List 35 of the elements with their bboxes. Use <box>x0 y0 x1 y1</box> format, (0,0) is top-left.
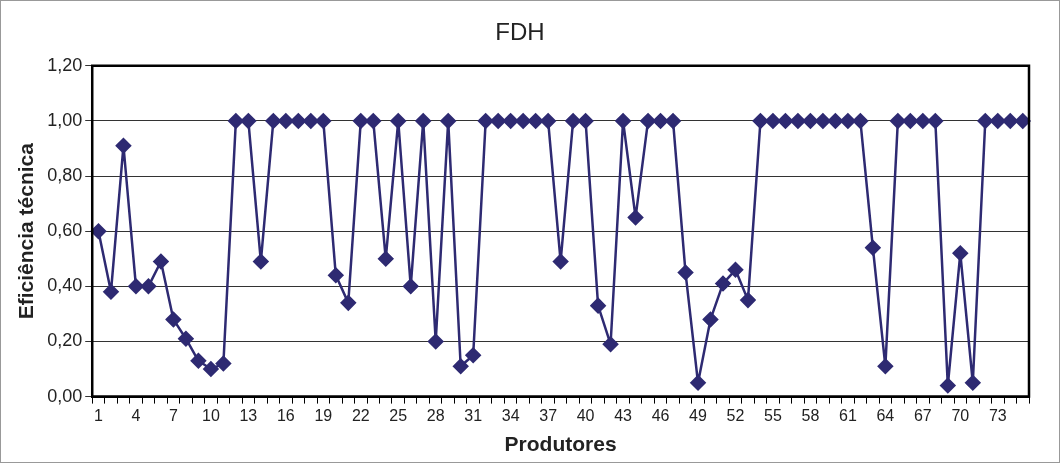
y-tick-label: 0,00 <box>47 385 83 406</box>
x-axis-title: Produtores <box>504 432 617 456</box>
x-tick-label: 25 <box>389 406 408 424</box>
x-tick-label: 13 <box>239 406 258 424</box>
chart-title: FDH <box>495 18 545 46</box>
x-tick-label: 10 <box>201 406 220 424</box>
x-tick-label: 70 <box>951 406 970 424</box>
x-tick-label: 58 <box>801 406 820 424</box>
x-tick-label: 7 <box>168 406 178 424</box>
x-tick-label: 49 <box>689 406 708 424</box>
y-tick-label: 0,20 <box>47 330 83 351</box>
x-tick-label: 73 <box>988 406 1007 424</box>
x-tick-label: 1 <box>94 406 104 424</box>
x-tick-label: 40 <box>576 406 595 424</box>
x-tick-label: 67 <box>913 406 932 424</box>
x-tick-label: 43 <box>614 406 633 424</box>
x-tick-label: 16 <box>276 406 295 424</box>
x-tick-label: 4 <box>131 406 141 424</box>
x-tick-label: 46 <box>651 406 670 424</box>
x-tick-label: 19 <box>314 406 333 424</box>
y-axis-title: Eficiência técnica <box>14 142 38 320</box>
y-tick-label: 1,00 <box>47 109 83 130</box>
y-tick-label: 0,80 <box>47 165 83 186</box>
y-tick-label: 1,20 <box>47 54 83 75</box>
x-tick-label: 37 <box>539 406 558 424</box>
x-tick-label: 55 <box>764 406 782 424</box>
x-tick-label: 28 <box>426 406 445 424</box>
x-tick-label: 64 <box>876 406 895 424</box>
x-tick-label: 52 <box>726 406 745 424</box>
x-tick-label: 31 <box>464 406 483 424</box>
x-tick-label: 34 <box>501 406 520 424</box>
y-tick-label: 0,60 <box>47 220 83 241</box>
x-tick-label: 61 <box>838 406 857 424</box>
y-tick-label: 0,40 <box>47 275 83 296</box>
x-tick-label: 22 <box>351 406 370 424</box>
